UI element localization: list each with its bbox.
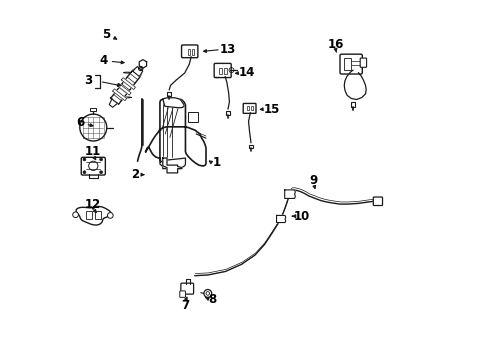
- Bar: [344, 58, 351, 70]
- Bar: [188, 49, 190, 54]
- Bar: [226, 111, 230, 116]
- Bar: [251, 106, 253, 110]
- FancyBboxPatch shape: [181, 283, 194, 294]
- Circle shape: [99, 171, 102, 174]
- Circle shape: [92, 207, 95, 210]
- Text: 5: 5: [102, 28, 110, 41]
- FancyBboxPatch shape: [214, 63, 231, 77]
- Polygon shape: [163, 158, 182, 173]
- Bar: [351, 102, 355, 107]
- FancyBboxPatch shape: [340, 54, 362, 74]
- Polygon shape: [76, 207, 111, 225]
- FancyBboxPatch shape: [81, 157, 105, 175]
- Polygon shape: [163, 98, 184, 108]
- Bar: [95, 211, 101, 219]
- Circle shape: [99, 158, 102, 161]
- Text: 3: 3: [84, 74, 93, 87]
- Text: 4: 4: [99, 54, 107, 67]
- Circle shape: [139, 66, 143, 71]
- FancyBboxPatch shape: [182, 45, 198, 58]
- Bar: [192, 49, 194, 54]
- Text: 6: 6: [76, 116, 84, 130]
- Polygon shape: [160, 158, 185, 168]
- FancyBboxPatch shape: [243, 103, 256, 113]
- Text: 16: 16: [327, 38, 344, 51]
- Text: 2: 2: [131, 168, 140, 181]
- FancyBboxPatch shape: [360, 58, 367, 67]
- Text: 14: 14: [239, 67, 255, 80]
- Circle shape: [73, 212, 78, 217]
- Text: 12: 12: [85, 198, 101, 211]
- Polygon shape: [111, 67, 142, 104]
- FancyBboxPatch shape: [180, 291, 185, 297]
- FancyBboxPatch shape: [373, 197, 383, 206]
- Text: 13: 13: [220, 43, 236, 56]
- Text: 8: 8: [208, 293, 217, 306]
- Polygon shape: [122, 78, 135, 90]
- Bar: [249, 145, 253, 148]
- Polygon shape: [146, 99, 206, 166]
- Polygon shape: [109, 99, 118, 107]
- Circle shape: [80, 114, 107, 141]
- Polygon shape: [113, 89, 127, 101]
- Circle shape: [83, 171, 86, 174]
- Bar: [91, 108, 96, 111]
- Polygon shape: [139, 60, 147, 68]
- Polygon shape: [276, 215, 286, 222]
- Bar: [220, 68, 222, 75]
- Text: 1: 1: [213, 157, 220, 170]
- Bar: [224, 68, 227, 75]
- Circle shape: [83, 158, 86, 161]
- Bar: [188, 112, 198, 122]
- Text: 11: 11: [85, 145, 101, 158]
- Circle shape: [204, 289, 212, 297]
- Circle shape: [107, 213, 113, 218]
- Text: 9: 9: [310, 174, 318, 186]
- Polygon shape: [133, 67, 143, 76]
- Bar: [247, 106, 249, 110]
- Text: 10: 10: [294, 210, 310, 222]
- Text: 7: 7: [181, 299, 190, 312]
- Polygon shape: [117, 83, 131, 95]
- Polygon shape: [285, 190, 295, 198]
- Bar: [168, 92, 171, 96]
- Text: 15: 15: [264, 103, 280, 116]
- Bar: [85, 211, 92, 219]
